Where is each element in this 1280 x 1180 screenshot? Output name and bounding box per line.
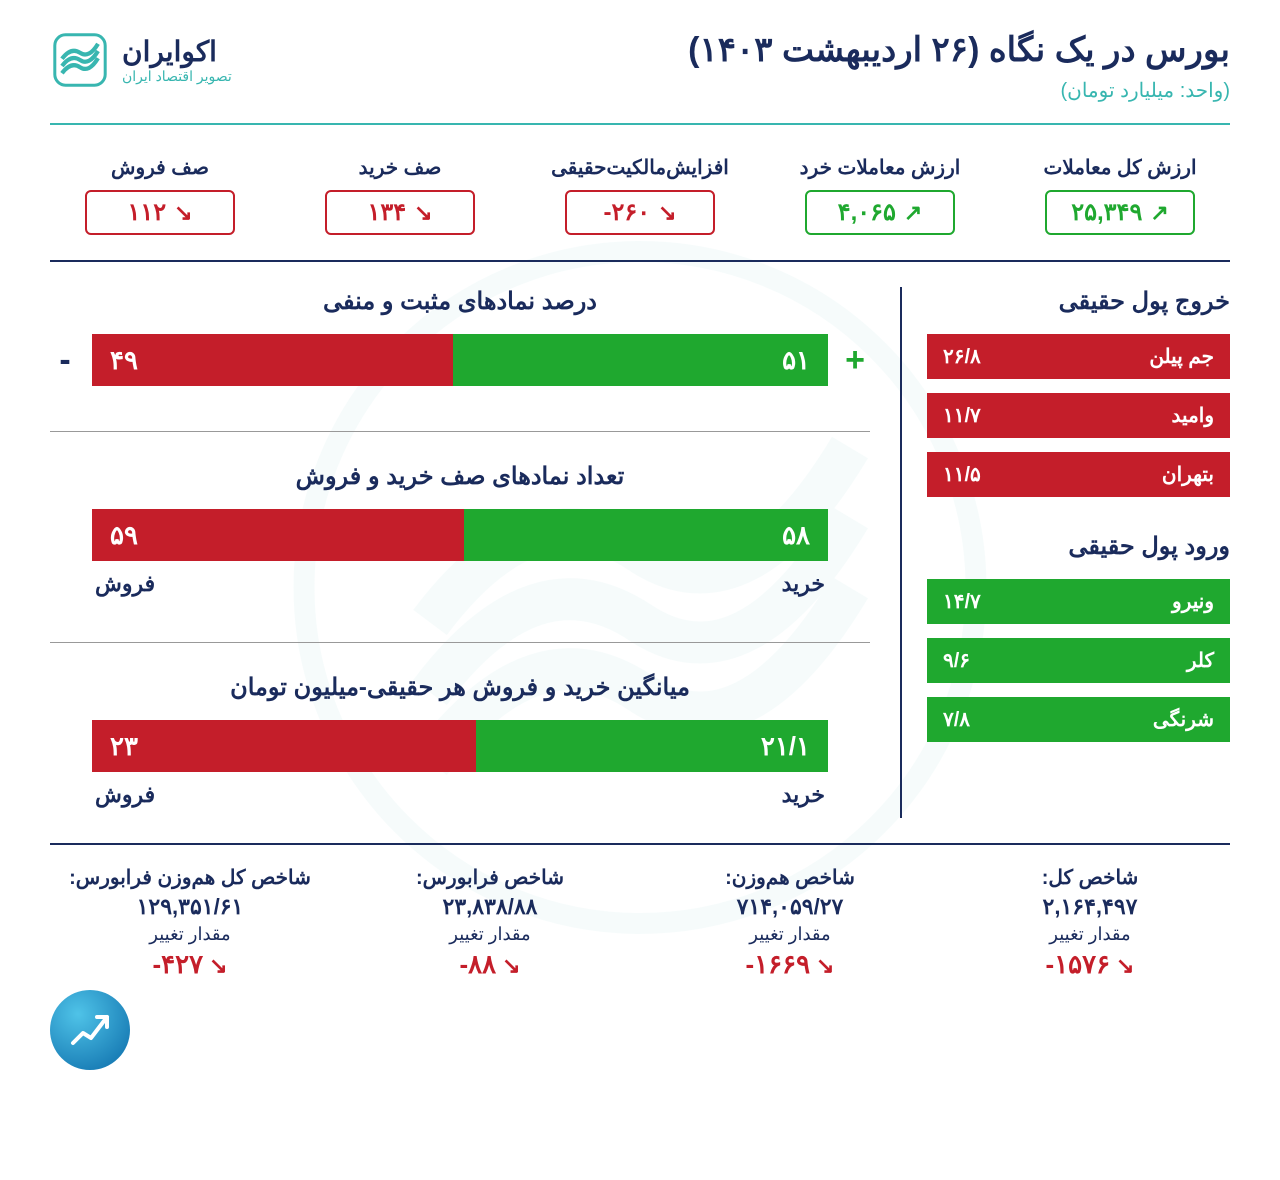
trend-arrow-icon [658,199,676,227]
index-card: شاخص هم‌وزن: ۷۱۴,۰۵۹/۲۷ مقدار تغییر ۱۶۶۹… [650,865,930,980]
index-change: ۱۵۷۶- [1046,949,1135,980]
outflow-title: خروج پول حقیقی [927,287,1230,316]
trend-arrow-icon [1150,199,1168,227]
minus-sign: - [50,341,80,380]
chart2-title: تعداد نمادهای صف خرید و فروش [50,462,870,491]
symbol-name: بتهران [1162,462,1214,487]
trend-arrow-icon [502,949,520,980]
money-flow-bar: جم پیلن ۲۶/۸ [927,334,1230,379]
kpi-value: ۱۱۲ [127,198,166,227]
inflow-section: ورود پول حقیقی ونیرو ۱۴/۷ کلر ۹/۶ شرنگی ۷/۸ [927,532,1230,742]
logo-name: اکوایران [122,35,232,68]
index-change-label: مقدار تغییر [950,924,1230,945]
money-flow-bar: بتهران ۱۱/۵ [927,452,1230,497]
index-card: شاخص فرابورس: ۲۳,۸۳۸/۸۸ مقدار تغییر ۸۸- [350,865,630,980]
indices-footer: شاخص کل: ۲,۱۶۴,۴۹۷ مقدار تغییر ۱۵۷۶- شاخ… [50,843,1230,980]
chart2-sell-label: فروش [95,571,155,597]
index-value: ۲,۱۶۴,۴۹۷ [950,894,1230,920]
trend-arrow-icon [1116,949,1134,980]
kpi-card: صف فروش ۱۱۲ [50,155,270,235]
chart2-buy-label: خرید [782,571,825,597]
chart1-neg-bar: ۴۹ [92,334,453,386]
kpi-label: صف فروش [50,155,270,180]
chart3-sell-label: فروش [95,782,155,808]
kpi-value: ۲۶۰- [603,198,650,227]
symbol-name: جم پیلن [1149,344,1214,369]
index-title: شاخص فرابورس: [350,865,630,890]
chart2-buy-bar: ۵۸ [464,509,828,561]
symbol-value: ۱۱/۵ [943,462,981,487]
symbol-value: ۱۱/۷ [943,403,981,428]
outflow-section: خروج پول حقیقی جم پیلن ۲۶/۸ وامید ۱۱/۷ بتهرا… [927,287,1230,497]
chart-avg-trade: میانگین خرید و فروش هر حقیقی-میلیون توما… [50,673,870,808]
brand-logo: اکوایران تصویر اقتصاد ایران [50,30,232,90]
kpi-value: ۲۵,۳۴۹ [1071,198,1142,227]
kpi-label: افزایش‌مالکیت‌حقیقی [530,155,750,180]
index-change: ۱۶۶۹- [746,949,835,980]
kpi-value-pill: ۱۱۲ [85,190,235,235]
index-value: ۷۱۴,۰۵۹/۲۷ [650,894,930,920]
chart-badge-icon [50,990,130,1070]
chart3-title: میانگین خرید و فروش هر حقیقی-میلیون توما… [50,673,870,702]
kpi-value-pill: ۴,۰۶۵ [805,190,955,235]
symbol-name: ونیرو [1172,589,1214,614]
index-title: شاخص کل هم‌وزن فرابورس: [50,865,330,890]
index-value: ۲۳,۸۳۸/۸۸ [350,894,630,920]
symbol-name: شرنگی [1153,707,1214,732]
index-change: ۴۲۷- [152,949,227,980]
kpi-value-pill: ۲۵,۳۴۹ [1045,190,1195,235]
kpi-card: ارزش معاملات خرد ۴,۰۶۵ [770,155,990,235]
kpi-value-pill: ۱۳۴ [325,190,475,235]
kpi-label: ارزش معاملات خرد [770,155,990,180]
symbol-name: کلر [1187,648,1214,673]
index-change: ۸۸- [459,949,520,980]
kpi-value: ۱۳۴ [367,198,406,227]
logo-icon [50,30,110,90]
kpi-value: ۴,۰۶۵ [838,198,896,227]
chart1-title: درصد نمادهای مثبت و منفی [50,287,870,316]
index-title: شاخص کل: [950,865,1230,890]
chart3-sell-bar: ۲۳ [92,720,476,772]
index-change-label: مقدار تغییر [650,924,930,945]
money-flow-bar: شرنگی ۷/۸ [927,697,1230,742]
kpi-card: ارزش کل معاملات ۲۵,۳۴۹ [1010,155,1230,235]
index-card: شاخص کل: ۲,۱۶۴,۴۹۷ مقدار تغییر ۱۵۷۶- [950,865,1230,980]
index-card: شاخص کل هم‌وزن فرابورس: ۱۲۹,۳۵۱/۶۱ مقدار… [50,865,330,980]
chart-queue-count: تعداد نمادهای صف خرید و فروش ۵۸ ۵۹ خرید … [50,462,870,597]
symbol-name: وامید [1172,403,1214,428]
index-change-label: مقدار تغییر [350,924,630,945]
kpi-label: ارزش کل معاملات [1010,155,1230,180]
index-title: شاخص هم‌وزن: [650,865,930,890]
chart1-pos-bar: ۵۱ [453,334,828,386]
trend-arrow-icon [904,199,922,227]
kpi-value-pill: ۲۶۰- [565,190,715,235]
kpi-label: صف خرید [290,155,510,180]
symbol-value: ۲۶/۸ [943,344,981,369]
trend-arrow-icon [816,949,834,980]
trend-arrow-icon [414,199,432,227]
money-flow-bar: وامید ۱۱/۷ [927,393,1230,438]
chart3-buy-bar: ۲۱/۱ [476,720,828,772]
index-value: ۱۲۹,۳۵۱/۶۱ [50,894,330,920]
money-flow-bar: کلر ۹/۶ [927,638,1230,683]
symbol-value: ۱۴/۷ [943,589,981,614]
kpi-card: صف خرید ۱۳۴ [290,155,510,235]
trend-arrow-icon [174,199,192,227]
trend-arrow-icon [209,949,227,980]
chart2-sell-bar: ۵۹ [92,509,464,561]
page-subtitle: (واحد: میلیارد تومان) [688,78,1230,103]
inflow-title: ورود پول حقیقی [927,532,1230,561]
kpi-row: ارزش کل معاملات ۲۵,۳۴۹ ارزش معاملات خرد … [50,155,1230,262]
logo-tagline: تصویر اقتصاد ایران [122,68,232,85]
chart-pos-neg: درصد نمادهای مثبت و منفی + ۵۱ ۴۹ - [50,287,870,386]
symbol-value: ۹/۶ [943,648,970,673]
symbol-value: ۷/۸ [943,707,970,732]
money-flow-bar: ونیرو ۱۴/۷ [927,579,1230,624]
plus-sign: + [840,341,870,380]
chart3-buy-label: خرید [782,782,825,808]
page-title: بورس در یک نگاه (۲۶ اردیبهشت ۱۴۰۳) [688,30,1230,70]
header: بورس در یک نگاه (۲۶ اردیبهشت ۱۴۰۳) (واحد… [50,30,1230,125]
index-change-label: مقدار تغییر [50,924,330,945]
kpi-card: افزایش‌مالکیت‌حقیقی ۲۶۰- [530,155,750,235]
